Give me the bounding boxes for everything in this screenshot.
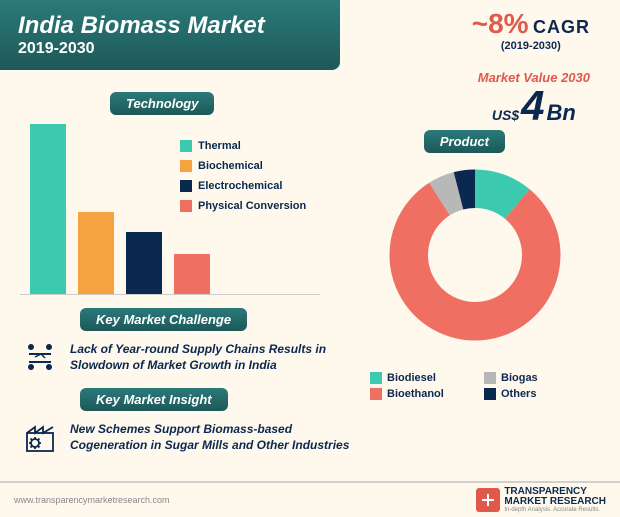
legend-item: Bioethanol [370,388,476,400]
cagr-value: ~8% [472,8,529,39]
tech-legend: Thermal Biochemical Electrochemical Physica… [180,140,306,220]
mv-unit: Bn [547,100,576,126]
bar-electrochemical [126,232,162,294]
technology-tag: Technology [110,92,214,115]
brand-logo: TRANSPARENCYMARKET RESEARCH In-depth Ana… [476,487,606,513]
cagr-label: CAGR [533,17,590,37]
kmc-tag: Key Market Challenge [80,308,247,331]
mv-num: 4 [521,85,544,127]
footer: www.transparencymarketresearch.com TRANS… [0,481,620,517]
bar-thermal [30,124,66,294]
supply-chain-icon [20,338,60,378]
bar-physical-conversion [174,254,210,294]
legend-item: Others [484,388,590,400]
kmc-row: Lack of Year-round Supply Chains Results… [20,338,350,378]
title: India Biomass Market [18,12,322,40]
product-legend: Biodiesel Biogas Bioethanol Others [370,372,590,400]
cagr-sub: (2019-2030) [472,40,590,52]
mv-prefix: US$ [492,107,519,123]
legend-item: Biodiesel [370,372,476,384]
logo-text: TRANSPARENCYMARKET RESEARCH In-depth Ana… [504,487,606,513]
legend-item: Biochemical [180,160,306,172]
footer-url: www.transparencymarketresearch.com [14,495,170,505]
product-tag: Product [424,130,505,153]
bar-biochemical [78,212,114,294]
factory-icon [20,418,60,458]
kmc-text: Lack of Year-round Supply Chains Results… [70,342,350,373]
market-value-block: Market Value 2030 US$ 4 Bn [478,70,590,127]
legend-item: Thermal [180,140,306,152]
legend-item: Physical Conversion [180,200,306,212]
cagr-block: ~8% CAGR (2019-2030) [472,8,590,52]
donut-chart [380,160,570,350]
year-range: 2019-2030 [18,40,322,58]
legend-item: Biogas [484,372,590,384]
kmi-row: New Schemes Support Biomass-based Cogene… [20,418,350,458]
kmi-tag: Key Market Insight [80,388,228,411]
legend-item: Electrochemical [180,180,306,192]
logo-icon [476,488,500,512]
kmi-text: New Schemes Support Biomass-based Cogene… [70,422,350,453]
header-banner: India Biomass Market 2019-2030 [0,0,340,70]
